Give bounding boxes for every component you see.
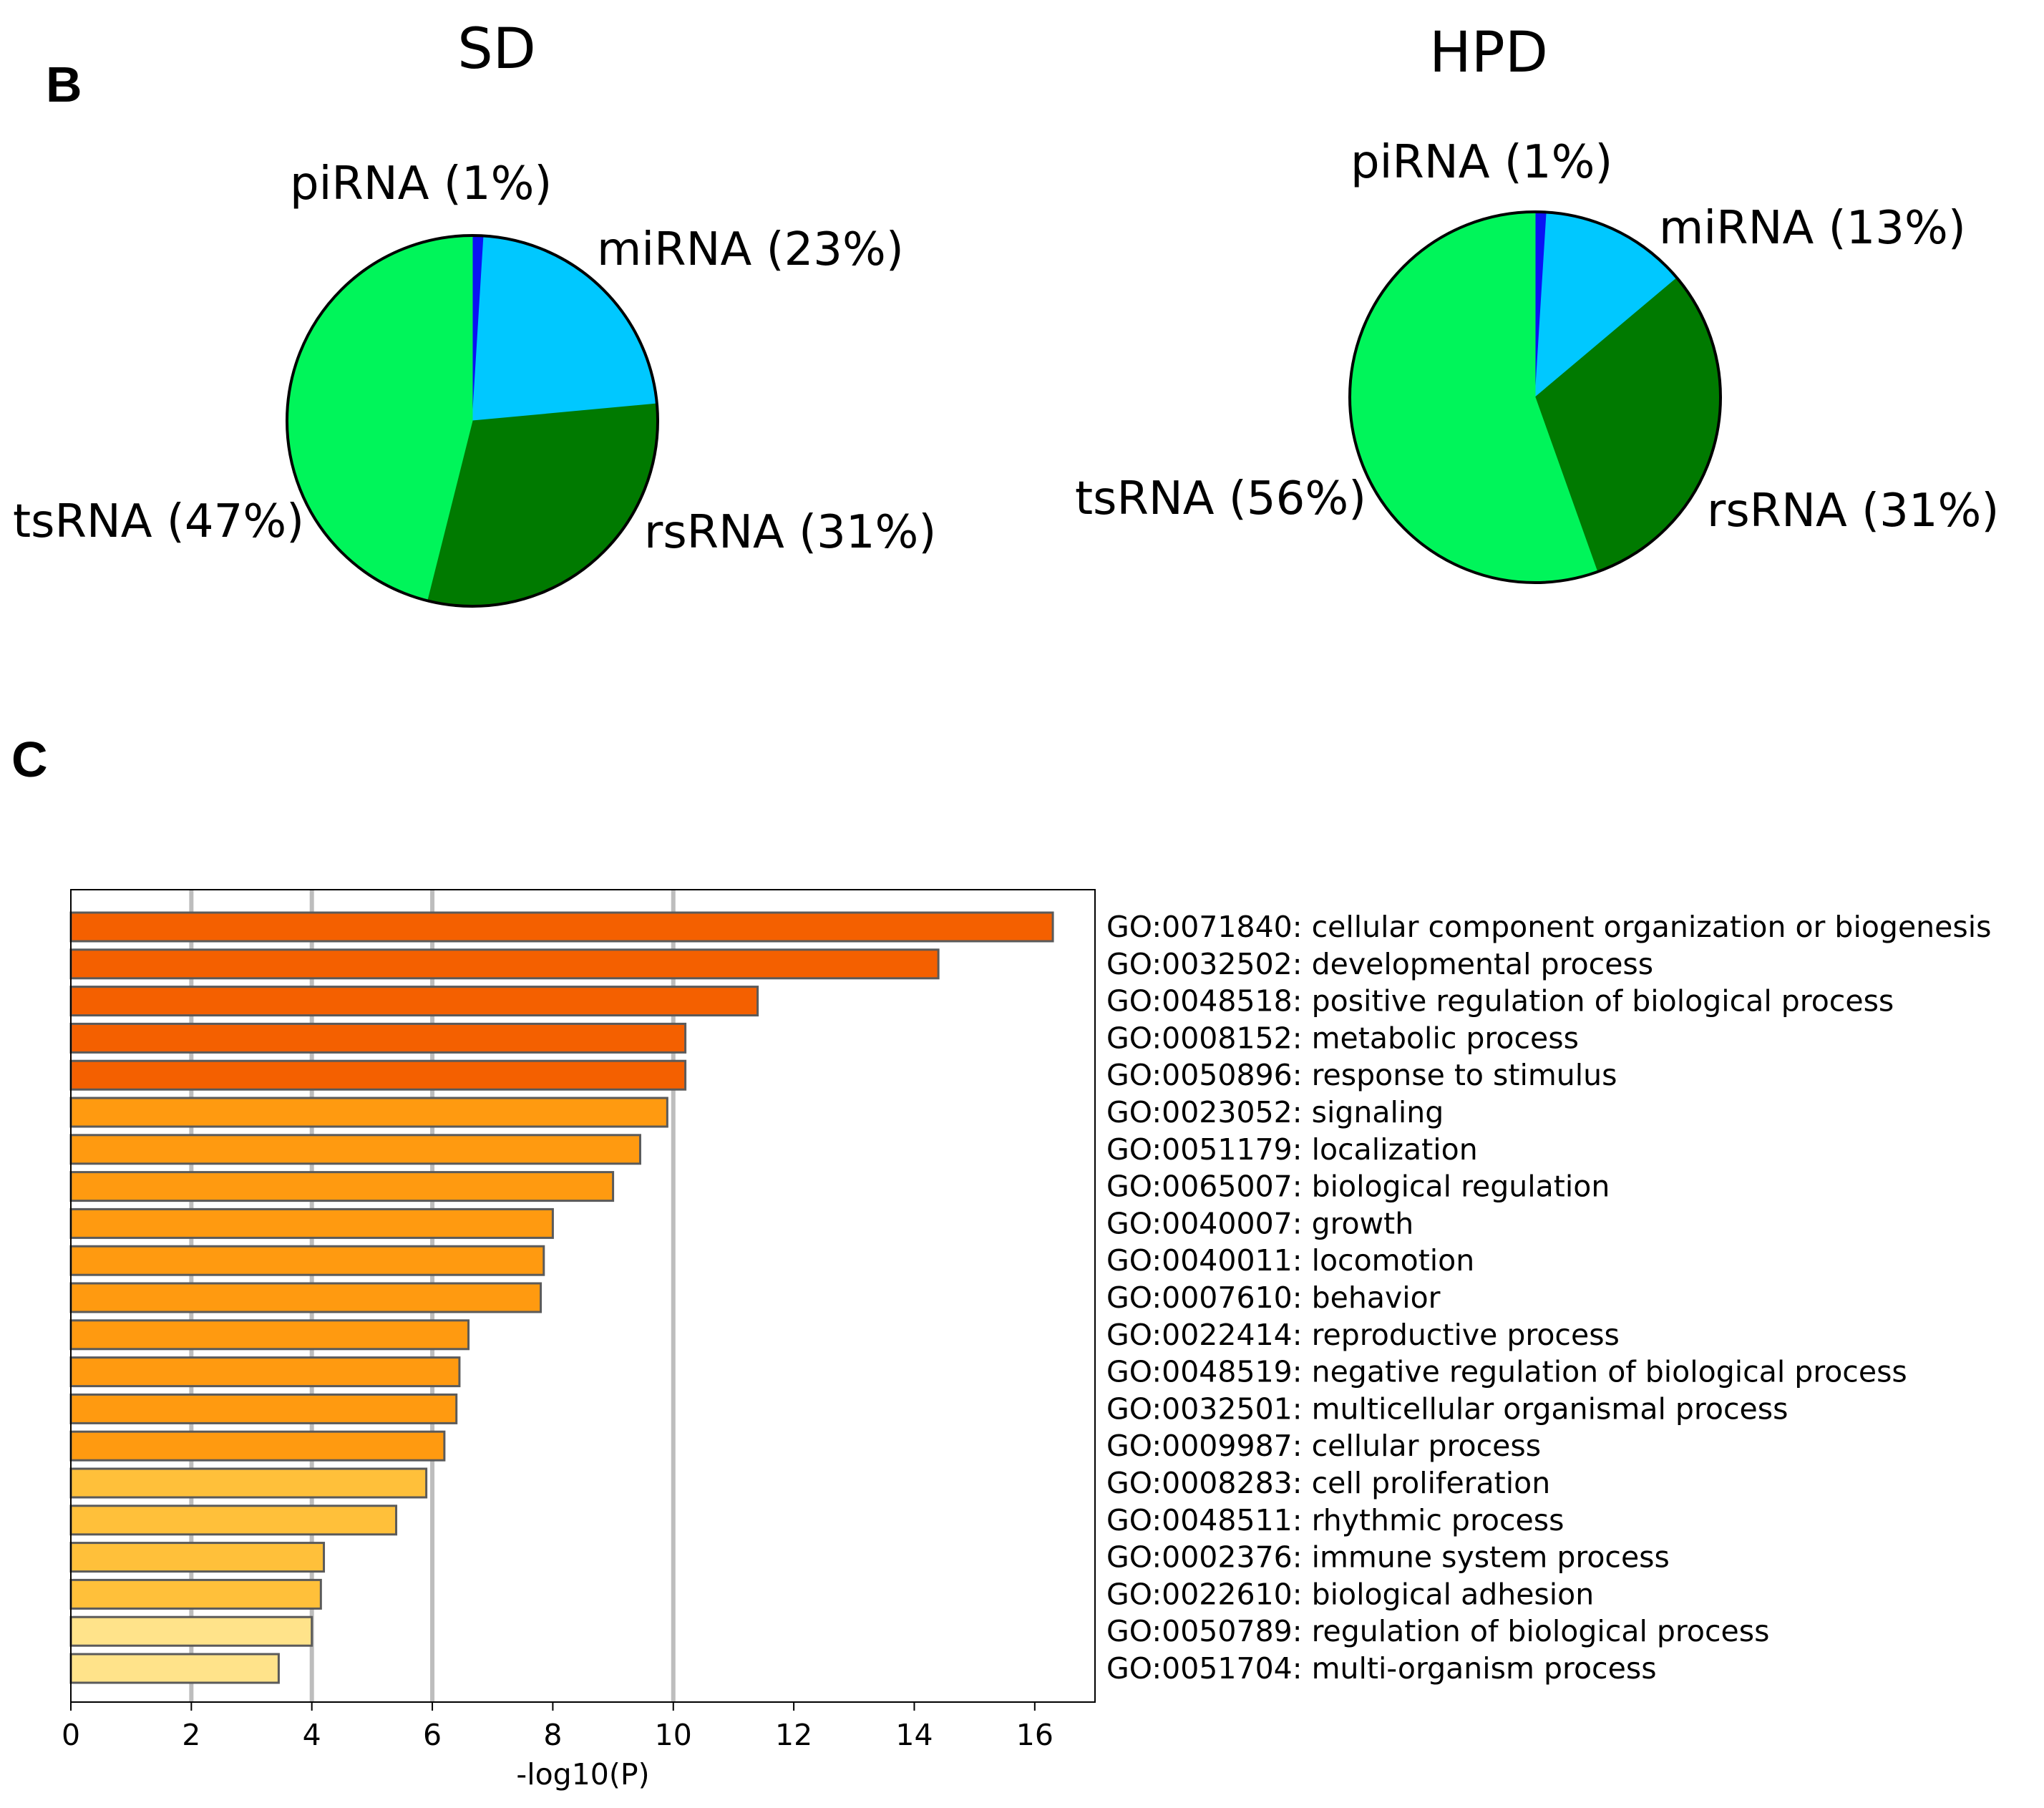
category-label: GO:0009987: cellular process (1106, 1429, 1541, 1463)
x-tick-label: 14 (895, 1718, 933, 1752)
category-label: GO:0048511: rhythmic process (1106, 1503, 1564, 1537)
pie-title-sd: SD (457, 17, 536, 82)
category-label: GO:0040011: locomotion (1106, 1243, 1474, 1278)
category-label: GO:0002376: immune system process (1106, 1540, 1670, 1575)
pie-label-hpd-rsrna: rsRNA (31%) (1707, 485, 1999, 538)
bar (69, 1245, 545, 1276)
bar (69, 1615, 313, 1647)
pie-chart-hpd: HPD piRNA (1%) miRNA (13%) rsRNA (31%) t… (1075, 21, 1999, 584)
bar (69, 1578, 322, 1610)
x-axis-title: -log10(P) (516, 1757, 649, 1792)
pie-label-sd-rsrna: rsRNA (31%) (644, 506, 936, 559)
bar (69, 911, 1054, 943)
pie-label-sd-pirna: piRNA (1%) (290, 157, 552, 210)
pie-title-hpd: HPD (1429, 21, 1548, 85)
category-label: GO:0050896: response to stimulus (1106, 1058, 1617, 1092)
panel-b-letter: B (46, 57, 82, 112)
pie-label-sd-mirna: miRNA (23%) (597, 223, 904, 276)
bar (69, 1022, 687, 1054)
bar (69, 948, 940, 980)
plot-frame (70, 889, 1096, 1703)
category-label: GO:0022610: biological adhesion (1106, 1577, 1594, 1611)
x-tick-label: 6 (423, 1718, 442, 1752)
category-label: GO:0071840: cellular component organizat… (1106, 910, 1992, 944)
bar (69, 1467, 428, 1499)
category-label: GO:0065007: biological regulation (1106, 1170, 1610, 1204)
x-tick-label: 10 (655, 1718, 692, 1752)
x-tick-label: 2 (182, 1718, 200, 1752)
category-label: GO:0040007: growth (1106, 1206, 1413, 1240)
panel-c-letter: C (11, 732, 48, 787)
bar (69, 1430, 446, 1462)
bar (69, 1356, 461, 1388)
pie-chart-sd: SD piRNA (1%) miRNA (23%) rsRNA (31%) ts… (13, 17, 936, 608)
bar (69, 1319, 470, 1351)
category-label: GO:0048519: negative regulation of biolo… (1106, 1355, 1907, 1389)
category-label: GO:0051179: localization (1106, 1132, 1478, 1167)
category-label: GO:0048518: positive regulation of biolo… (1106, 984, 1894, 1019)
category-label: GO:0008283: cell proliferation (1106, 1466, 1550, 1500)
bar (69, 1542, 326, 1573)
category-label: GO:0008152: metabolic process (1106, 1021, 1579, 1055)
bar (69, 1207, 554, 1239)
category-label: GO:0023052: signaling (1106, 1095, 1444, 1129)
category-label: GO:0007610: behavior (1106, 1280, 1441, 1315)
pie-label-sd-tsrna: tsRNA (47%) (13, 495, 304, 548)
category-label: GO:0051704: multi-organism process (1106, 1651, 1657, 1686)
bar (69, 1282, 542, 1313)
category-label: GO:0022414: reproductive process (1106, 1318, 1620, 1352)
go-enrichment-bar-chart: 0 2 4 6 8 10 12 14 16 GO:0071840: cellular compo… (62, 889, 1992, 1792)
category-label: GO:0032501: multicellular organismal pro… (1106, 1391, 1788, 1426)
x-tick-label: 16 (1016, 1718, 1053, 1752)
bar (69, 1653, 280, 1684)
bar (69, 1393, 458, 1424)
bar (69, 1134, 641, 1165)
bar (69, 1059, 687, 1091)
x-tick-label: 0 (62, 1718, 80, 1752)
bar (69, 1097, 668, 1128)
pie-label-hpd-tsrna: tsRNA (56%) (1075, 472, 1366, 525)
pie-sd-outline (286, 234, 659, 608)
pie-label-hpd-pirna: piRNA (1%) (1350, 136, 1612, 189)
pie-hpd-outline (1348, 210, 1722, 584)
pie-label-hpd-mirna: miRNA (13%) (1659, 202, 1966, 255)
bar (69, 1505, 398, 1536)
x-tick-label: 8 (543, 1718, 562, 1752)
category-label: GO:0032502: developmental process (1106, 947, 1653, 981)
x-tick-label: 12 (775, 1718, 812, 1752)
bar (69, 986, 759, 1017)
bar (69, 1171, 615, 1202)
category-label: GO:0050789: regulation of biological pro… (1106, 1614, 1769, 1648)
x-tick-label: 4 (303, 1718, 321, 1752)
